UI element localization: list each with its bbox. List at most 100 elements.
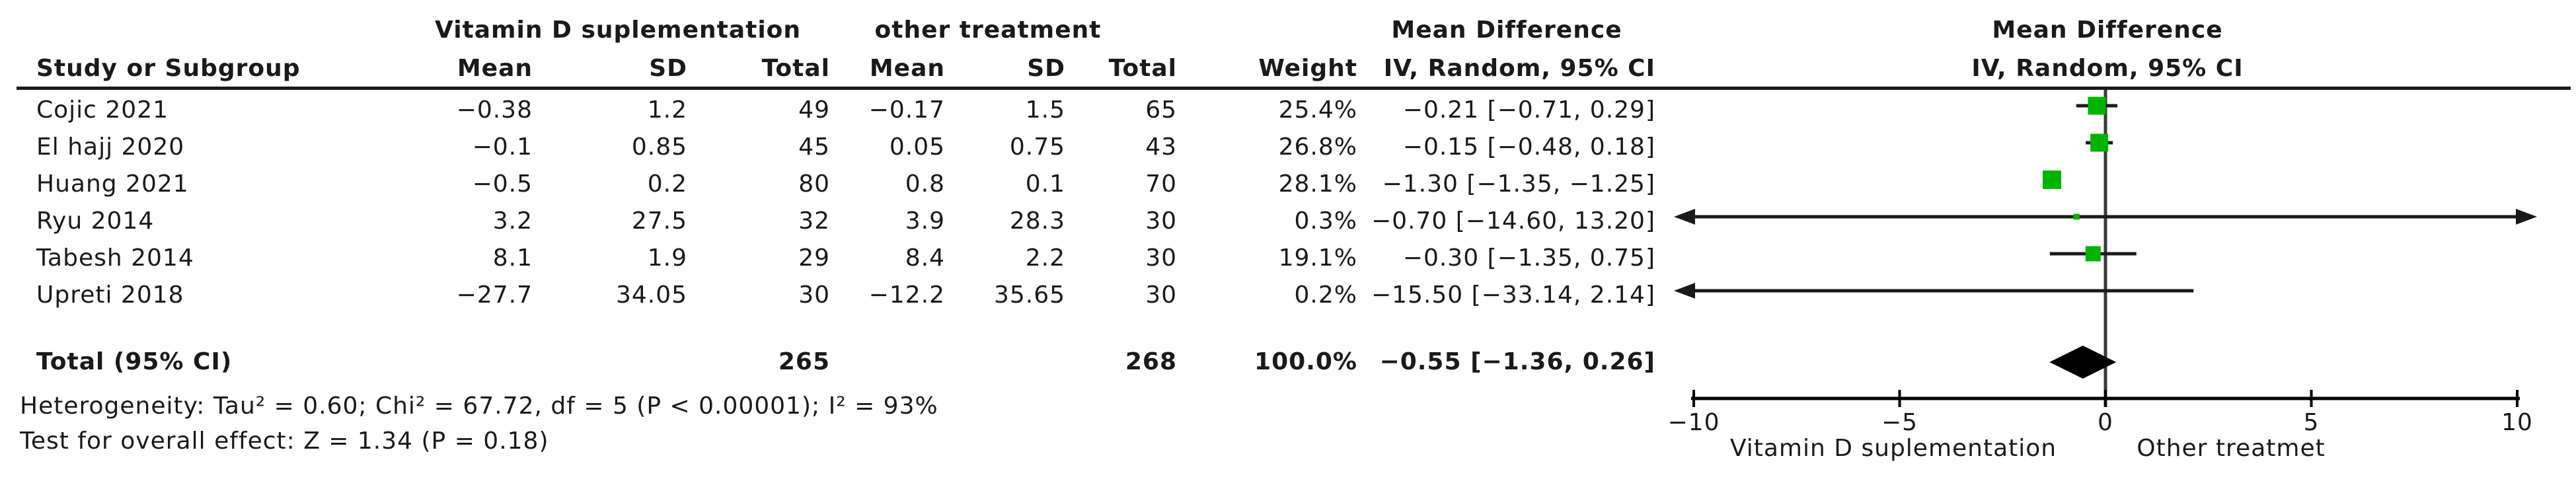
cell-study: Huang 2021	[36, 170, 189, 198]
effect-square	[2090, 133, 2109, 152]
cell-ci: −1.30 [−1.35, −1.25]	[1382, 170, 1655, 198]
col-header-mean1: Mean	[457, 55, 533, 82]
total-row-label: Total (95% CI)	[36, 348, 233, 375]
cell-total1: 49	[798, 96, 830, 124]
total-row-weight: 100.0%	[1254, 348, 1357, 375]
cell-sd1: 1.9	[647, 244, 687, 272]
axis-tick	[2516, 390, 2519, 407]
cell-sd2: 0.1	[1025, 170, 1065, 198]
total-diamond	[2049, 346, 2117, 379]
cell-weight: 28.1%	[1278, 170, 1357, 198]
cell-mean2: −12.2	[868, 281, 945, 309]
total-row-n-ctrl: 268	[1125, 348, 1177, 375]
axis-tick-label: 5	[2304, 409, 2320, 436]
cell-sd1: 0.2	[647, 170, 687, 198]
total-row-n-exp: 265	[778, 348, 830, 375]
cell-weight: 25.4%	[1278, 96, 1357, 124]
effect-header: Mean Difference	[1391, 17, 1622, 44]
cell-total1: 80	[798, 170, 830, 198]
cell-total2: 30	[1145, 207, 1177, 235]
col-header-weight: Weight	[1258, 55, 1357, 82]
axis-label-left: Vitamin D suplementation	[1729, 435, 2057, 462]
cell-study: Ryu 2014	[36, 207, 155, 235]
cell-mean2: 3.9	[905, 207, 945, 235]
left-arrow	[1674, 283, 1695, 299]
cell-mean2: −0.17	[868, 96, 945, 124]
group2-header: other treatment	[874, 17, 1102, 44]
cell-total2: 30	[1145, 281, 1177, 309]
col-header-mean2: Mean	[869, 55, 945, 82]
cell-mean1: −27.7	[456, 281, 533, 309]
cell-sd2: 28.3	[1009, 207, 1065, 235]
cell-total1: 45	[798, 133, 830, 161]
cell-total1: 30	[798, 281, 830, 309]
cell-sd2: 35.65	[993, 281, 1065, 309]
col-header-ci: IV, Random, 95% CI	[1383, 55, 1655, 82]
header-rule	[17, 87, 2571, 90]
group1-header: Vitamin D suplementation	[434, 17, 802, 44]
col-header-sd2: SD	[1027, 55, 1065, 82]
cell-total2: 30	[1145, 244, 1177, 272]
axis-tick	[2310, 390, 2313, 407]
cell-weight: 0.2%	[1294, 281, 1357, 309]
cell-total2: 65	[1145, 96, 1177, 124]
cell-mean1: −0.5	[472, 170, 533, 198]
effect-square	[2073, 213, 2080, 220]
cell-total1: 29	[798, 244, 830, 272]
effect-square	[2043, 170, 2062, 189]
cell-ci: −0.21 [−0.71, 0.29]	[1402, 96, 1655, 124]
cell-total1: 32	[798, 207, 830, 235]
cell-mean1: 8.1	[492, 244, 533, 272]
left-arrow	[1674, 209, 1695, 225]
cell-sd2: 1.5	[1025, 96, 1065, 124]
cell-total2: 43	[1145, 133, 1177, 161]
axis-tick-label: 0	[2098, 409, 2113, 436]
cell-mean1: −0.38	[456, 96, 533, 124]
cell-study: Cojic 2021	[36, 96, 169, 124]
col-header-study: Study or Subgroup	[36, 55, 301, 82]
cell-study: Upreti 2018	[36, 281, 184, 309]
cell-sd1: 0.85	[631, 133, 687, 161]
cell-sd2: 0.75	[1009, 133, 1065, 161]
axis-label-right: Other treatmet	[2137, 435, 2326, 462]
axis-tick-label: −5	[1881, 409, 1918, 436]
axis-tick	[1898, 390, 1901, 407]
overall-effect-note: Test for overall effect: Z = 1.34 (P = 0…	[20, 428, 549, 455]
cell-sd1: 34.05	[615, 281, 687, 309]
cell-mean1: 3.2	[492, 207, 533, 235]
col-header-total2: Total	[1108, 55, 1177, 82]
cell-ci: −0.70 [−14.60, 13.20]	[1371, 207, 1655, 235]
effect-square	[2085, 246, 2101, 262]
cell-mean2: 0.8	[905, 170, 945, 198]
right-arrow	[2516, 209, 2537, 225]
heterogeneity-note: Heterogeneity: Tau² = 0.60; Chi² = 67.72…	[20, 393, 938, 420]
axis-tick	[2104, 390, 2107, 407]
effect-square	[2088, 96, 2106, 115]
zero-line	[2103, 90, 2107, 407]
axis-tick	[1692, 390, 1695, 407]
cell-mean2: 0.05	[889, 133, 945, 161]
cell-total2: 70	[1145, 170, 1177, 198]
total-row-ci: −0.55 [−1.36, 0.26]	[1379, 348, 1655, 375]
cell-weight: 19.1%	[1278, 244, 1357, 272]
axis-tick-label: 10	[2501, 409, 2533, 436]
cell-study: Tabesh 2014	[36, 244, 194, 272]
cell-study: El hajj 2020	[36, 133, 185, 161]
cell-sd1: 1.2	[647, 96, 687, 124]
cell-sd2: 2.2	[1025, 244, 1065, 272]
cell-weight: 26.8%	[1278, 133, 1357, 161]
cell-ci: −0.15 [−0.48, 0.18]	[1402, 133, 1655, 161]
cell-weight: 0.3%	[1294, 207, 1357, 235]
cell-mean2: 8.4	[905, 244, 945, 272]
col-header-sd1: SD	[649, 55, 687, 82]
cell-sd1: 27.5	[631, 207, 687, 235]
cell-ci: −0.30 [−1.35, 0.75]	[1402, 244, 1655, 272]
axis-tick-label: −10	[1668, 409, 1720, 436]
cell-mean1: −0.1	[472, 133, 533, 161]
plot-header-line2: IV, Random, 95% CI	[1971, 55, 2244, 82]
plot-header-line1: Mean Difference	[1992, 17, 2223, 44]
col-header-total1: Total	[761, 55, 830, 82]
cell-ci: −15.50 [−33.14, 2.14]	[1371, 281, 1655, 309]
